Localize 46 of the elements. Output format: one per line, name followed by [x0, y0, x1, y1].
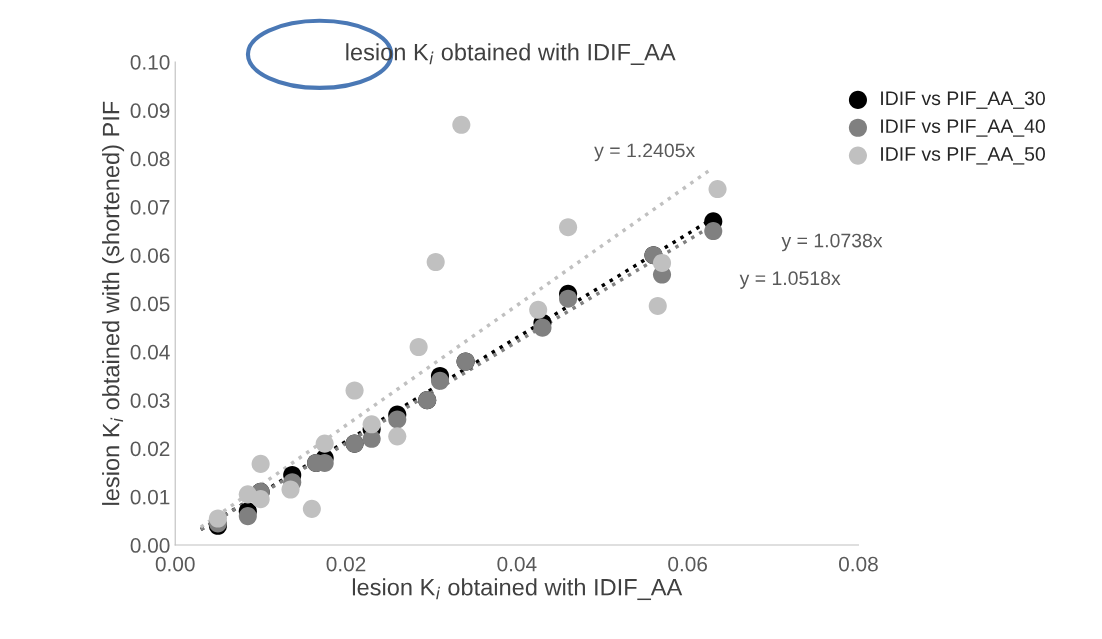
- point: [559, 218, 578, 237]
- annotation: y = 1.0738x: [781, 233, 883, 252]
- legend-label: IDIF vs PIF_AA_30: [881, 91, 1045, 109]
- y-tick-label: 0.08: [130, 151, 170, 167]
- point: [529, 300, 548, 319]
- point: [452, 115, 471, 134]
- y-tick-label: 0.05: [130, 296, 170, 312]
- y-tick-label: 0.00: [130, 538, 170, 553]
- x-tick-label: 0.06: [668, 556, 708, 572]
- point: [251, 490, 270, 509]
- x-tick-label: 0.04: [497, 556, 537, 572]
- point: [409, 337, 428, 357]
- point: [708, 179, 727, 199]
- x-tick-label: 0.00: [155, 556, 195, 572]
- point: [281, 480, 300, 499]
- point: [388, 410, 407, 429]
- point: [315, 434, 334, 453]
- x-axis-title: lesion K$_{i}$ obtained with IDIF_AA: [352, 578, 683, 601]
- point: [302, 499, 321, 518]
- y-tick-label: 0.02: [130, 441, 170, 457]
- y-tick-label: 0.03: [130, 393, 170, 408]
- y-tick-label: 0.04: [130, 344, 170, 360]
- point: [238, 507, 257, 526]
- y-tick-label: 0.10: [130, 54, 170, 70]
- y-tick-label: 0.06: [130, 248, 170, 263]
- y-axis-title: lesion K$_{i}$ obtained with (shortened) PIF: [102, 101, 125, 505]
- point: [426, 252, 445, 272]
- y-tick-label: 0.01: [130, 489, 170, 505]
- point: [430, 371, 450, 390]
- point: [388, 427, 407, 446]
- point: [251, 454, 270, 473]
- annotation: y = 1.0518x: [739, 271, 841, 289]
- x-tick-label: 0.02: [326, 556, 366, 572]
- point: [208, 509, 227, 528]
- legend-label: IDIF vs PIF_AA_40: [881, 119, 1045, 137]
- point: [559, 289, 578, 308]
- point: [533, 318, 552, 337]
- point: [652, 253, 672, 272]
- legend-label: IDIF vs PIF_AA_50: [881, 147, 1045, 165]
- y-tick-label: 0.07: [130, 199, 170, 215]
- point: [704, 222, 723, 241]
- point: [345, 381, 364, 400]
- annotation: y = 1.2405x: [594, 143, 695, 162]
- y-tick-label: 0.09: [130, 103, 170, 119]
- x-tick-label: 0.08: [839, 556, 878, 572]
- point: [648, 296, 667, 315]
